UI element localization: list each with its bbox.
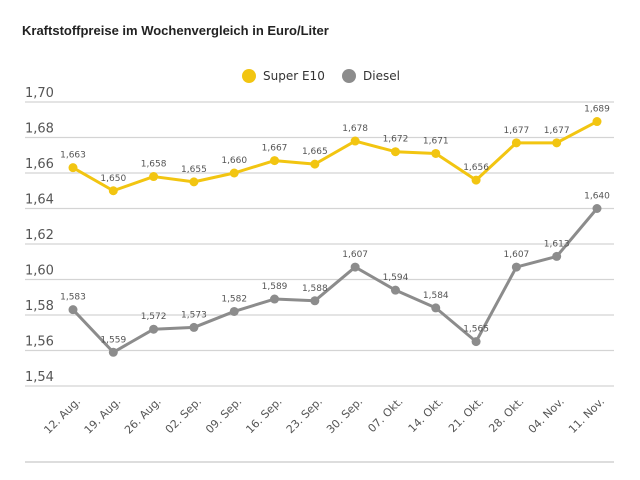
x-tick-label: 07. Okt. (365, 395, 405, 435)
data-label: 1,671 (423, 136, 449, 146)
y-tick-label: 1,58 (25, 299, 54, 314)
data-label: 1,655 (181, 165, 207, 175)
data-label: 1,665 (302, 147, 328, 157)
data-point (511, 262, 521, 272)
legend-label: Super E10 (263, 69, 325, 83)
data-label: 1,573 (181, 310, 207, 320)
legend-marker (242, 69, 256, 83)
y-tick-label: 1,70 (25, 86, 54, 101)
series-1: 1,583 1,559 1,572 1,573 1,582 1,589 1,588 1,607… (60, 192, 610, 357)
x-tick-label: 04. Nov. (526, 395, 567, 436)
data-point (471, 337, 481, 347)
data-point (592, 204, 602, 213)
data-label: 1,677 (504, 126, 530, 136)
y-tick-label: 1,56 (25, 335, 54, 350)
x-tick-label: 28. Okt. (486, 395, 526, 435)
series-line (71, 207, 599, 354)
x-tick-label: 16. Sep. (243, 395, 284, 436)
data-point (310, 159, 320, 169)
y-tick-label: 1,54 (25, 370, 54, 385)
data-label: 1,594 (383, 273, 409, 283)
x-tick-label: 23. Sep. (284, 395, 325, 436)
legend-marker (342, 69, 356, 83)
y-tick-label: 1,66 (25, 157, 54, 172)
data-label: 1,572 (141, 312, 167, 322)
legend: Super E10 Diesel (242, 69, 400, 83)
data-label: 1,565 (463, 325, 489, 335)
data-point (390, 285, 400, 295)
data-label: 1,658 (141, 160, 167, 170)
data-point (310, 296, 320, 306)
y-tick-label: 1,62 (25, 228, 54, 243)
data-point (431, 303, 441, 313)
data-label: 1,613 (544, 239, 570, 249)
data-point (229, 306, 239, 316)
data-label: 1,588 (302, 284, 328, 294)
data-label: 1,607 (342, 250, 368, 260)
legend-label: Diesel (363, 69, 400, 83)
series-0: 1,663 1,650 1,658 1,655 1,660 1,667 1,665 1,678… (60, 105, 610, 196)
x-tick-label: 11. Nov. (566, 395, 607, 436)
data-label: 1,582 (221, 294, 247, 304)
x-tick-label: 26. Aug. (122, 395, 164, 437)
y-tick-label: 1,64 (25, 193, 54, 208)
x-tick-label: 09. Sep. (203, 395, 244, 436)
data-point (350, 136, 360, 146)
data-label: 1,584 (423, 291, 449, 301)
x-axis: 12. Aug.19. Aug.26. Aug. 02. Sep. 09. Sep.… (41, 395, 607, 437)
data-point (108, 186, 118, 196)
data-point (511, 138, 521, 148)
data-point (592, 117, 602, 127)
data-label: 1,650 (100, 174, 126, 184)
data-label: 1,663 (60, 151, 86, 161)
data-point (229, 168, 239, 178)
data-label: 1,589 (262, 282, 288, 292)
data-label: 1,656 (463, 163, 489, 173)
data-point (189, 177, 199, 187)
x-tick-label: 19. Aug. (82, 395, 124, 437)
data-point (552, 251, 562, 261)
data-point (552, 138, 562, 148)
x-tick-label: 21. Okt. (446, 395, 486, 435)
x-tick-label: 02. Sep. (163, 395, 204, 436)
data-label: 1,667 (262, 144, 288, 154)
data-point (68, 163, 78, 173)
data-label: 1,607 (504, 250, 530, 260)
chart-title: Kraftstoffpreise im Wochenvergleich in E… (22, 23, 329, 38)
data-point (270, 294, 280, 304)
data-point (149, 324, 159, 334)
data-label: 1,672 (383, 135, 409, 145)
data-point (270, 156, 280, 166)
series-line (72, 120, 598, 193)
data-label: 1,559 (100, 335, 126, 345)
data-point (350, 262, 360, 272)
data-point (189, 322, 199, 332)
x-tick-label: 30. Sep. (324, 395, 365, 436)
x-tick-label: 14. Okt. (406, 395, 446, 435)
data-label: 1,640 (584, 192, 610, 202)
data-label: 1,583 (60, 293, 86, 303)
x-tick-label: 12. Aug. (41, 395, 83, 437)
data-label: 1,660 (221, 156, 247, 166)
data-point (390, 147, 400, 157)
data-point (431, 148, 441, 158)
series: 1,663 1,650 1,658 1,655 1,660 1,667 1,665 1,678… (60, 105, 610, 357)
data-point (149, 172, 159, 182)
y-tick-label: 1,60 (25, 264, 54, 279)
data-label: 1,677 (544, 126, 570, 136)
data-point (108, 347, 118, 357)
data-label: 1,689 (584, 105, 610, 115)
grid: 1,54 1,56 1,58 1,60 1,62 1,64 1,66 1,68 1,70 (25, 86, 614, 387)
data-label: 1,678 (342, 124, 368, 134)
y-tick-label: 1,68 (25, 122, 54, 137)
data-point (68, 305, 78, 315)
data-point (471, 175, 481, 185)
